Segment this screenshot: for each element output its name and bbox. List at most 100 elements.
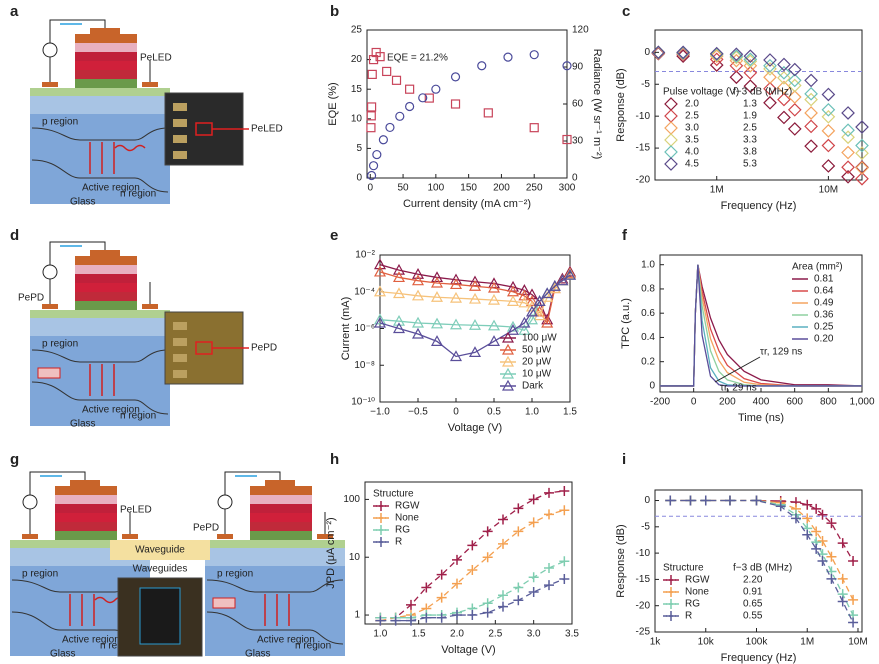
x-axis-label: Frequency (Hz) — [721, 652, 797, 664]
marker — [837, 573, 848, 584]
device-layer — [55, 522, 117, 531]
pad — [173, 370, 187, 378]
marker — [804, 106, 818, 120]
marker — [503, 52, 513, 62]
electrode — [90, 250, 120, 256]
marker — [405, 84, 415, 94]
device-label: PePD — [193, 523, 219, 534]
marker — [487, 335, 501, 346]
layer-label: p region — [217, 569, 253, 580]
marker — [787, 73, 802, 88]
layer-label: p region — [42, 117, 78, 128]
pointer — [714, 356, 761, 383]
marker — [372, 149, 382, 160]
marker — [848, 556, 859, 566]
marker — [430, 335, 444, 346]
marker — [518, 296, 531, 308]
band — [31, 127, 169, 141]
legend-label: None — [395, 513, 419, 524]
legend-label: 20 μW — [522, 357, 552, 368]
layer-label: n region — [295, 641, 331, 652]
x-tick-label: 10k — [698, 637, 715, 648]
x-tick-label: 10M — [848, 637, 867, 648]
marker — [483, 108, 493, 118]
x-tick-label: 1.0 — [525, 407, 539, 418]
marker — [406, 615, 416, 626]
device-layer — [75, 70, 137, 79]
x-tick-label: −0.5 — [408, 407, 428, 418]
legend-label: 0.64 — [814, 286, 834, 297]
x-tick-label: 200 — [493, 183, 510, 194]
legend-title: f−3 dB (MHz) — [733, 87, 792, 98]
marker — [405, 101, 415, 112]
layer-label: n region — [120, 411, 156, 422]
legend-title: Pulse voltage (V) — [663, 87, 739, 98]
marker — [817, 536, 828, 547]
marker — [421, 582, 432, 593]
marker — [529, 123, 539, 133]
x-tick-label: 1M — [800, 637, 814, 648]
x-tick-label: 250 — [526, 183, 543, 194]
legend-swatch — [666, 611, 676, 621]
marker — [811, 543, 822, 554]
marker — [395, 111, 405, 121]
panel-label: h — [330, 451, 339, 468]
marker — [777, 110, 791, 125]
series-line — [379, 271, 571, 325]
marker — [559, 574, 570, 585]
marker — [391, 75, 402, 85]
device-layer — [250, 531, 312, 540]
marker — [763, 81, 777, 96]
series-line — [379, 274, 571, 358]
marker — [559, 505, 570, 516]
marker — [855, 138, 869, 153]
marker — [449, 318, 463, 330]
marker — [368, 161, 379, 171]
marker — [467, 565, 478, 576]
layer-label: p region — [42, 339, 78, 350]
annotation: τr, 129 ns — [760, 347, 802, 358]
device-layer — [250, 504, 312, 513]
marker — [562, 134, 572, 145]
panel-label: d — [10, 227, 19, 244]
chip — [139, 587, 181, 645]
legend-swatch — [501, 331, 515, 343]
marker — [518, 284, 531, 295]
legend-label: 10 μW — [522, 369, 552, 380]
device-layer — [75, 301, 137, 310]
marker — [525, 295, 539, 306]
layer-label: Active region — [82, 405, 140, 416]
marker — [563, 268, 577, 280]
y-tick-label: 10⁻⁴ — [354, 286, 375, 297]
pad — [173, 151, 187, 159]
x-tick-label: 0.5 — [487, 407, 501, 418]
marker — [431, 84, 441, 94]
device-layer — [75, 43, 137, 52]
marker — [382, 66, 392, 77]
legend-title: Structure — [663, 563, 704, 574]
legend-label: 2.5 — [685, 111, 699, 122]
y-axis-label: EQE (%) — [327, 82, 339, 125]
y-tick-label: 15 — [351, 84, 363, 95]
marker — [392, 271, 406, 283]
marker — [855, 120, 869, 134]
y-tick-label: -5 — [641, 521, 650, 532]
marker — [430, 276, 444, 288]
marker — [430, 317, 444, 329]
y-tick-label: 20 — [351, 54, 363, 65]
marker — [821, 102, 836, 117]
legend-swatch — [376, 513, 386, 523]
y-tick-label: 1 — [354, 610, 360, 621]
photo-label: PeLED — [251, 124, 283, 135]
marker — [450, 99, 461, 109]
device-layer — [75, 265, 137, 274]
contact — [142, 304, 158, 309]
marker — [411, 289, 425, 301]
device-label: PeLED — [140, 53, 172, 64]
marker — [763, 58, 777, 73]
legend-swatch — [501, 379, 515, 391]
pad — [173, 135, 187, 143]
device-layer — [250, 486, 312, 495]
marker — [743, 49, 758, 64]
